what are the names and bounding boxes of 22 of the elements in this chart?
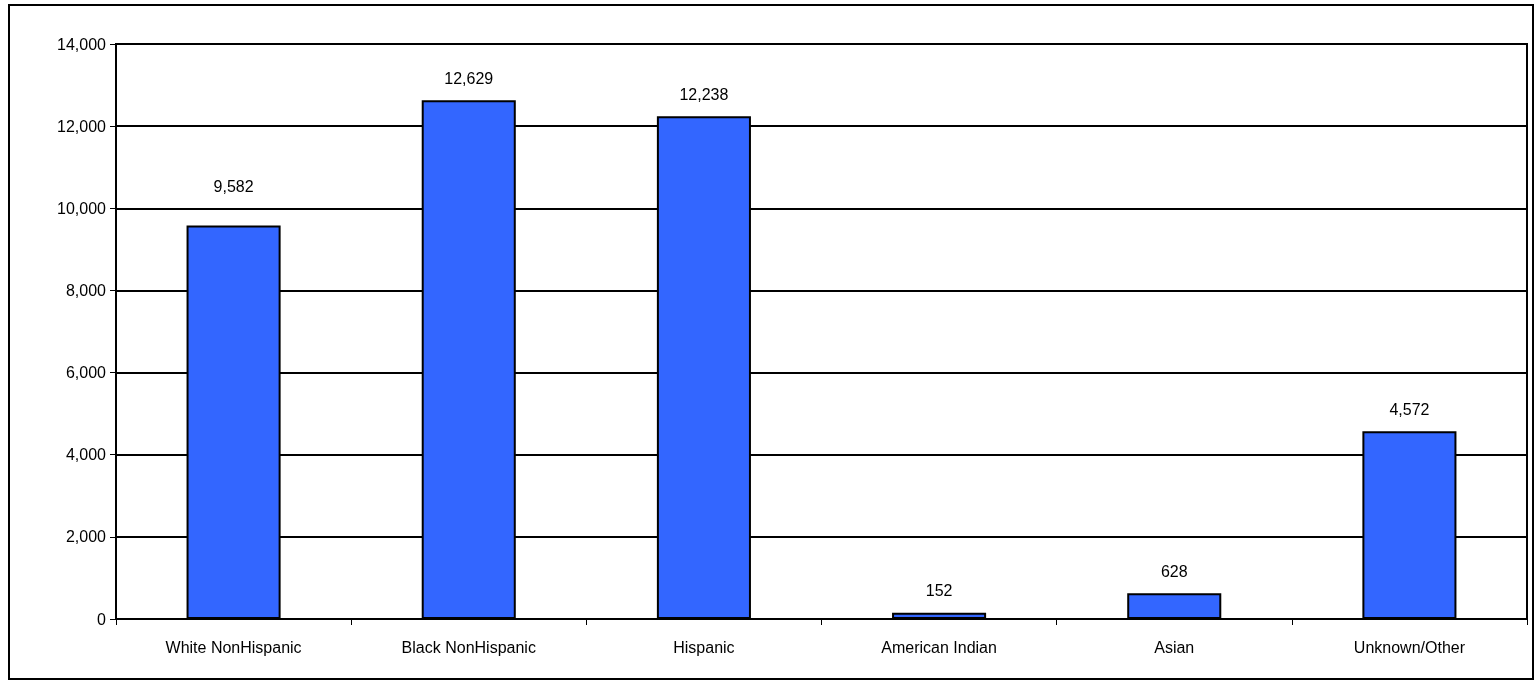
y-tick-label: 2,000 [65,528,107,546]
bar [1127,593,1222,619]
data-label: 152 [925,582,953,600]
y-tick-label: 14,000 [57,35,107,53]
x-tick-label: White NonHispanic [165,638,302,656]
data-label: 12,238 [679,85,729,103]
bar [892,612,987,619]
y-tick-label: 8,000 [65,281,107,299]
data-label: 628 [1160,562,1188,580]
y-tick-label: 6,000 [65,364,107,382]
data-label: 12,629 [444,69,494,87]
data-label: 9,582 [213,177,254,195]
y-tick-label: 10,000 [57,199,107,217]
y-tick-label: 12,000 [57,117,107,135]
x-tick-label: Asian [1154,638,1195,656]
x-tick-label: Unknown/Other [1353,638,1466,656]
x-tick-label: American Indian [881,638,997,656]
data-label: 4,572 [1389,400,1430,418]
x-tick-label: Hispanic [673,638,735,656]
y-tick-label: 0 [97,610,107,628]
y-tick-label: 4,000 [65,446,107,464]
x-tick-label: Black NonHispanic [401,638,536,656]
